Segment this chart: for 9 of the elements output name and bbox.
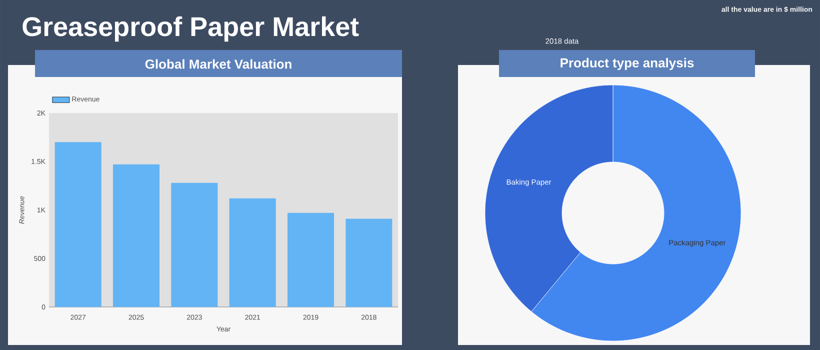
bar (287, 212, 334, 307)
bar (54, 142, 102, 307)
text: Greaseproof Paper Market (22, 16, 359, 42)
chart-title: Product type analysis (560, 58, 694, 70)
bar (229, 198, 276, 307)
bar (112, 164, 160, 307)
chart-title: Global Market Valuation (145, 59, 292, 69)
bar (346, 218, 392, 307)
bar (171, 182, 218, 307)
